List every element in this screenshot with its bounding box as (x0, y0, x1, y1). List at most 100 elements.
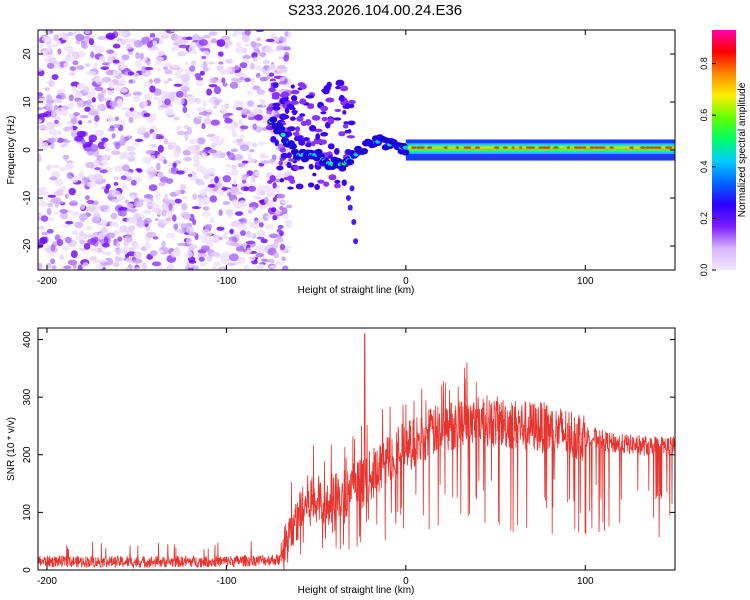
spectrogram-noise-blob (283, 176, 290, 181)
spectrogram-noise-blob (77, 264, 83, 270)
spectrogram-noise-blob (39, 236, 48, 245)
spectrogram-noise-blob (343, 99, 349, 104)
spectrogram-noise-blob (148, 166, 156, 172)
spectrogram-noise-blob (63, 154, 68, 161)
spectrogram-noise-blob (146, 116, 154, 124)
spectrogram-noise-blob (299, 113, 306, 117)
spectrogram-noise-blob (61, 224, 70, 228)
spectrogram-noise-blob (38, 92, 44, 97)
spectrogram-noise-blob (271, 92, 280, 98)
spectrogram-noise-blob (203, 118, 212, 125)
spectrogram-noise-blob (146, 61, 151, 66)
spectrogram-noise-blob (141, 262, 148, 270)
spectrogram-noise-blob (161, 209, 167, 217)
snr-panel: -200 -100 0 100 0 100 200 300 400 Height of str… (6, 327, 676, 596)
spectrogram-noise-blob (80, 139, 86, 145)
spectrogram-noise-blob (256, 188, 261, 197)
spectrogram-noise-blob (46, 62, 55, 69)
spectrogram-noise-blob (259, 76, 268, 82)
spectrogram-noise-blob (143, 217, 152, 224)
spectrogram-noise-blob (175, 145, 181, 153)
spectrogram-noise-blob (114, 248, 124, 255)
spectrogram-noise-blob (272, 105, 281, 111)
snr-y-tick-label: 200 (22, 446, 33, 463)
spectrogram-noise-blob (250, 40, 257, 48)
spectrogram-noise-blob (193, 159, 201, 166)
spectrogram-noise-blob (83, 234, 88, 240)
spectrogram-noise-blob (252, 123, 257, 131)
spectrogram-noise-blob (290, 84, 295, 89)
spectrogram-noise-blob (38, 226, 45, 230)
spectrogram-noise-blob (94, 119, 99, 128)
spectrogram-noise-blob (195, 78, 204, 87)
signal-drip-blob (353, 238, 359, 245)
spectrogram-noise-blob (215, 150, 224, 159)
spectrogram-noise-blob (269, 265, 277, 269)
spectrogram-noise-blob (251, 142, 258, 148)
spectrogram-noise-blob (248, 256, 256, 262)
colorbar-ticks: 0.0 0.2 0.4 0.6 0.8 (699, 57, 716, 276)
spectrogram-noise-blob (228, 253, 239, 262)
snr-x-tick-label: -100 (216, 576, 236, 587)
spectrogram-noise-blob (239, 76, 245, 81)
spectrogram-noise-blob (201, 170, 207, 175)
spectrogram-noise-blob (240, 125, 249, 130)
spectrogram-noise-blob (175, 189, 182, 196)
spectrogram-noise-blob (48, 57, 57, 64)
spectrogram-y-axis-label: Frequency (Hz) (6, 116, 17, 185)
signal-peak (672, 146, 675, 149)
spectrogram-noise-blob (38, 67, 43, 72)
spectrogram-noise-blob (164, 69, 173, 75)
colorbar-tick-label: 0.0 (699, 264, 709, 277)
spectrogram-noise-blob (208, 149, 217, 154)
spectrogram-noise-blob (222, 251, 230, 258)
spectrogram-noise-blob (162, 91, 171, 96)
signal-peak (507, 146, 513, 149)
spectrogram-noise-blob (269, 258, 275, 264)
spectrogram-y-tick-label: 20 (22, 48, 33, 60)
spectrogram-noise-blob (74, 92, 83, 99)
spectrogram-noise-blob (187, 173, 193, 177)
spectrogram-noise-blob (270, 207, 277, 213)
spectrogram-noise-blob (323, 181, 330, 187)
spectrogram-noise-blob (254, 220, 260, 224)
spectrogram-noise-blob (114, 142, 121, 150)
spectrogram-noise-blob (338, 94, 345, 102)
spectrogram-noise-blob (67, 259, 78, 266)
spectrogram-noise-blob (257, 141, 267, 146)
spectrogram-noise-blob (333, 147, 340, 155)
spectrogram-noise-blob (115, 85, 120, 92)
spectrogram-noise-blob (103, 142, 110, 149)
spectrogram-noise-blob (197, 116, 203, 120)
spectrogram-noise-blob (188, 139, 198, 145)
spectrogram-noise-blob (49, 176, 58, 181)
spectrogram-noise-blob (143, 133, 150, 139)
spectrogram-noise-blob (181, 195, 188, 200)
spectrogram-noise-blob (218, 209, 223, 216)
signal-peak (653, 146, 659, 149)
spectrogram-noise-blob (150, 155, 156, 160)
spectrogram-noise-blob (45, 94, 53, 101)
spectrogram-noise-blob (279, 205, 284, 211)
spectrogram-noise-blob (129, 194, 136, 200)
spectrogram-noise-blob (317, 179, 325, 184)
spectrogram-noise-blob (222, 82, 228, 87)
spectrogram-noise-blob (147, 176, 154, 180)
signal-transition-core (280, 132, 286, 137)
spectrogram-noise-blob (120, 175, 127, 180)
spectrogram-noise-blob (200, 62, 208, 69)
spectrogram-noise-blob (258, 263, 265, 270)
spectrogram-noise-blob (132, 258, 143, 264)
spectrogram-noise-blob (176, 90, 184, 98)
spectrogram-noise-blob (76, 100, 84, 108)
spectrogram-noise-blob (40, 215, 49, 222)
spectrogram-noise-blob (163, 137, 168, 145)
spectrogram-noise-blob (88, 134, 98, 143)
spectrogram-noise-blob (286, 152, 292, 159)
spectrogram-noise-blob (119, 225, 128, 233)
signal-peak (561, 146, 567, 149)
spectrogram-noise-blob (94, 86, 104, 91)
spectrogram-noise-blob (219, 267, 225, 270)
spectrogram-noise-blob (101, 186, 106, 190)
spectrogram-noise-blob (166, 209, 171, 216)
